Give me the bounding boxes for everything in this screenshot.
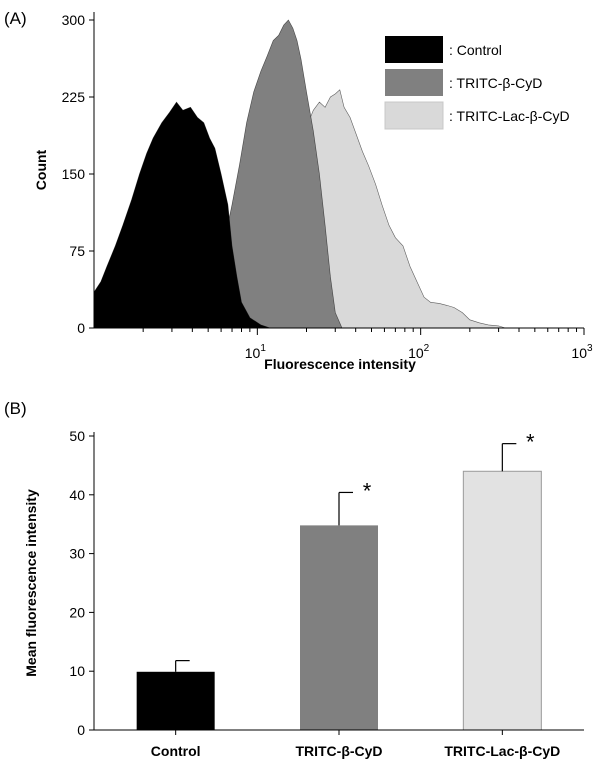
legend-label-1: : TRITC-β-CyD [449, 75, 542, 91]
category-label-0: Control [151, 743, 201, 759]
y-tick-label-1: 75 [69, 243, 85, 259]
bar-y-tick-label-1: 10 [69, 663, 85, 679]
category-labels: Control TRITC-β-CyD TRITC-Lac-β-CyD [151, 730, 560, 759]
histogram-panel: (A) 0 75 150 225 300 101 102 103 Count Fluores… [4, 9, 593, 372]
y-tick-label-4: 300 [62, 12, 86, 28]
y-tick-label-2: 150 [62, 166, 86, 182]
x-tick-label-1: 102 [408, 343, 430, 361]
bar-y-tick-label-3: 30 [69, 546, 85, 562]
legend-swatch-2 [385, 36, 443, 63]
bar-y-tick-label-2: 20 [69, 604, 85, 620]
bar-y-tick-label-4: 40 [69, 487, 85, 503]
bar-2 [462, 470, 542, 731]
category-label-1: TRITC-β-CyD [295, 743, 382, 759]
y-ticks: 0 75 150 225 300 [62, 12, 94, 336]
x-axis-title: Fluorescence intensity [264, 356, 416, 372]
y-tick-label-3: 225 [62, 89, 86, 105]
histogram-areas [93, 19, 506, 329]
panel-a-label: (A) [4, 9, 27, 28]
legend: : Control : TRITC-β-CyD : TRITC-Lac-β-CyD [384, 36, 570, 130]
histogram-series-2 [93, 101, 271, 329]
legend-swatch-0 [384, 101, 444, 130]
bar-y-ticks: 0 10 20 30 40 50 [69, 428, 94, 738]
x-tick-label-2: 103 [571, 343, 593, 361]
y-tick-label-0: 0 [77, 320, 85, 336]
significance-star-1: * [363, 478, 372, 503]
legend-label-0: : TRITC-Lac-β-CyD [449, 108, 570, 124]
x-ticks: 101 102 103 [142, 328, 593, 361]
legend-swatch-1 [385, 69, 443, 96]
x-tick-label-0: 101 [245, 343, 267, 361]
y-axis-title: Count [33, 149, 49, 190]
panel-b-label: (B) [4, 399, 27, 418]
bar-0 [136, 671, 215, 730]
significance-star-2: * [526, 430, 535, 455]
bar-y-axis-title: Mean fluorescence intensity [23, 489, 39, 677]
bars: ** [136, 430, 542, 731]
category-label-2: TRITC-Lac-β-CyD [444, 743, 560, 759]
legend-label-2: : Control [449, 42, 502, 58]
bar-y-tick-label-0: 0 [77, 722, 85, 738]
bar-1 [300, 525, 378, 730]
bar-y-tick-label-5: 50 [69, 428, 85, 444]
histogram-axes [93, 12, 584, 329]
